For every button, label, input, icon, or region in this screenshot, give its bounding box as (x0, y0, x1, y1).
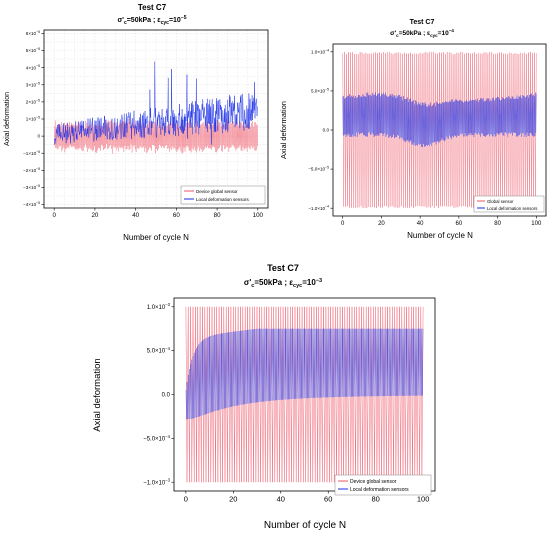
y-axis-label: Axial deformation (4, 92, 11, 146)
y-tick-label: 0.0 (323, 128, 330, 133)
y-tick-label: 0 (37, 134, 40, 139)
x-tick-label: 0 (184, 495, 188, 504)
x-tick-label: 100 (531, 221, 542, 227)
x-tick-label: 20 (378, 221, 385, 227)
y-tick-label: 0.0 (162, 393, 171, 399)
y-tick-label: 5×10−5 (26, 47, 40, 53)
x-tick-label: 60 (173, 212, 180, 219)
x-tick-label: 80 (372, 495, 380, 504)
x-tick-label: 60 (456, 221, 463, 227)
chart-subtitle: σ'c=50kPa ; εcyc=10−3 (244, 278, 322, 289)
chart-title: Test C7 (267, 263, 299, 273)
x-tick-label: 80 (214, 212, 221, 219)
x-axis-label: Number of cycle N (264, 520, 346, 531)
legend: Device global sensor Local deformation s… (180, 185, 266, 205)
y-tick-label: 4×10−5 (26, 64, 40, 70)
chart-3-svg: Test C7 σ'c=50kPa ; εcyc=10−3 0 20 40 60 80 1… (92, 263, 436, 531)
legend-label-series-1: Global sensor (487, 199, 514, 204)
legend-box (180, 185, 266, 205)
y-tick-label: 5.0×10−5 (311, 87, 329, 93)
series-device-global-sensor (185, 306, 424, 483)
chart-deformation-1e-4: Test C7 σ'c=50kPa ; εcyc=10−4 0 20 40 60 80 1… (272, 0, 550, 255)
series-global-sensor (342, 51, 537, 209)
legend-label-series-2: Local deformation sensors (350, 487, 409, 493)
chart-title: Test C7 (410, 19, 435, 26)
y-tick-label: 2×10−5 (26, 98, 40, 104)
x-tick-label: 20 (229, 495, 237, 504)
x-tick-label: 20 (91, 212, 98, 219)
y-tick-label: −1.0×10−3 (143, 478, 170, 487)
data-series-group (185, 306, 424, 483)
x-tick-label: 60 (324, 495, 332, 504)
x-axis-label: Number of cycle N (407, 231, 473, 240)
y-tick-label: −1×10−5 (23, 150, 40, 156)
legend-label-series-2: Local deformation sensors (196, 197, 250, 202)
x-tick-label: 80 (494, 221, 501, 227)
chart-1-svg: Test C7 σ'c=50kPa ; εcyc=10−5 0 20 40 60 80 1… (4, 3, 269, 242)
legend: Device global sensor Local deformation s… (334, 474, 432, 496)
y-tick-label: −1.0×10−4 (308, 205, 329, 211)
x-tick-label: 0 (341, 221, 345, 227)
x-tick-label: 100 (253, 212, 264, 219)
y-tick-label: 6×10−5 (26, 30, 40, 36)
x-tick-label: 100 (417, 495, 430, 504)
y-tick-label: 1.0×10−4 (311, 48, 329, 54)
legend-box (334, 474, 432, 496)
y-axis-label: Axial deformation (279, 101, 288, 159)
chart-title: Test C7 (138, 3, 167, 12)
legend-label-series-2: Local deformation sensors (487, 206, 537, 211)
y-tick-label: 1×10−5 (26, 116, 40, 122)
legend-box (473, 195, 545, 213)
chart-2-svg: Test C7 σ'c=50kPa ; εcyc=10−4 0 20 40 60 80 1… (279, 19, 547, 240)
x-tick-label: 40 (277, 495, 285, 504)
y-tick-label: 1.0×10−3 (147, 302, 171, 311)
data-series-group (342, 51, 537, 209)
series-local-deformation-sensors (53, 61, 258, 145)
y-tick-label: −3×10−5 (23, 184, 40, 190)
legend-label-series-1: Device global sensor (196, 189, 238, 194)
x-tick-label: 40 (132, 212, 139, 219)
x-axis-label: Number of cycle N (123, 233, 189, 242)
y-tick-label: −2×10−5 (23, 167, 40, 173)
legend-label-series-1: Device global sensor (350, 479, 397, 485)
y-tick-label: −4×10−5 (23, 201, 40, 207)
y-tick-label: 3×10−5 (26, 81, 40, 87)
x-tick-label: 40 (417, 221, 424, 227)
chart-subtitle: σ'c=50kPa ; εcyc=10−4 (390, 28, 454, 38)
y-axis-label: Axial deformation (92, 358, 103, 431)
x-tick-label: 0 (52, 212, 56, 219)
y-tick-label: −5.0×10−4 (143, 434, 170, 443)
series-local-deformation-sensors (185, 328, 424, 420)
y-tick-label: −5.0×10−5 (308, 166, 329, 172)
chart-deformation-1e-3: Test C7 σ'c=50kPa ; εcyc=10−3 0 20 40 60 80 1… (85, 258, 465, 540)
legend: Global sensor Local deformation sensors (473, 195, 545, 213)
y-tick-label: 5.0×10−4 (147, 346, 171, 355)
chart-deformation-1e-5: Test C7 σ'c=50kPa ; εcyc=10−5 0 20 40 60 80 1… (0, 0, 272, 255)
chart-subtitle: σ'c=50kPa ; εcyc=10−5 (117, 15, 186, 26)
data-series-group (53, 61, 258, 154)
series-local-deformation-sensors (342, 92, 537, 148)
